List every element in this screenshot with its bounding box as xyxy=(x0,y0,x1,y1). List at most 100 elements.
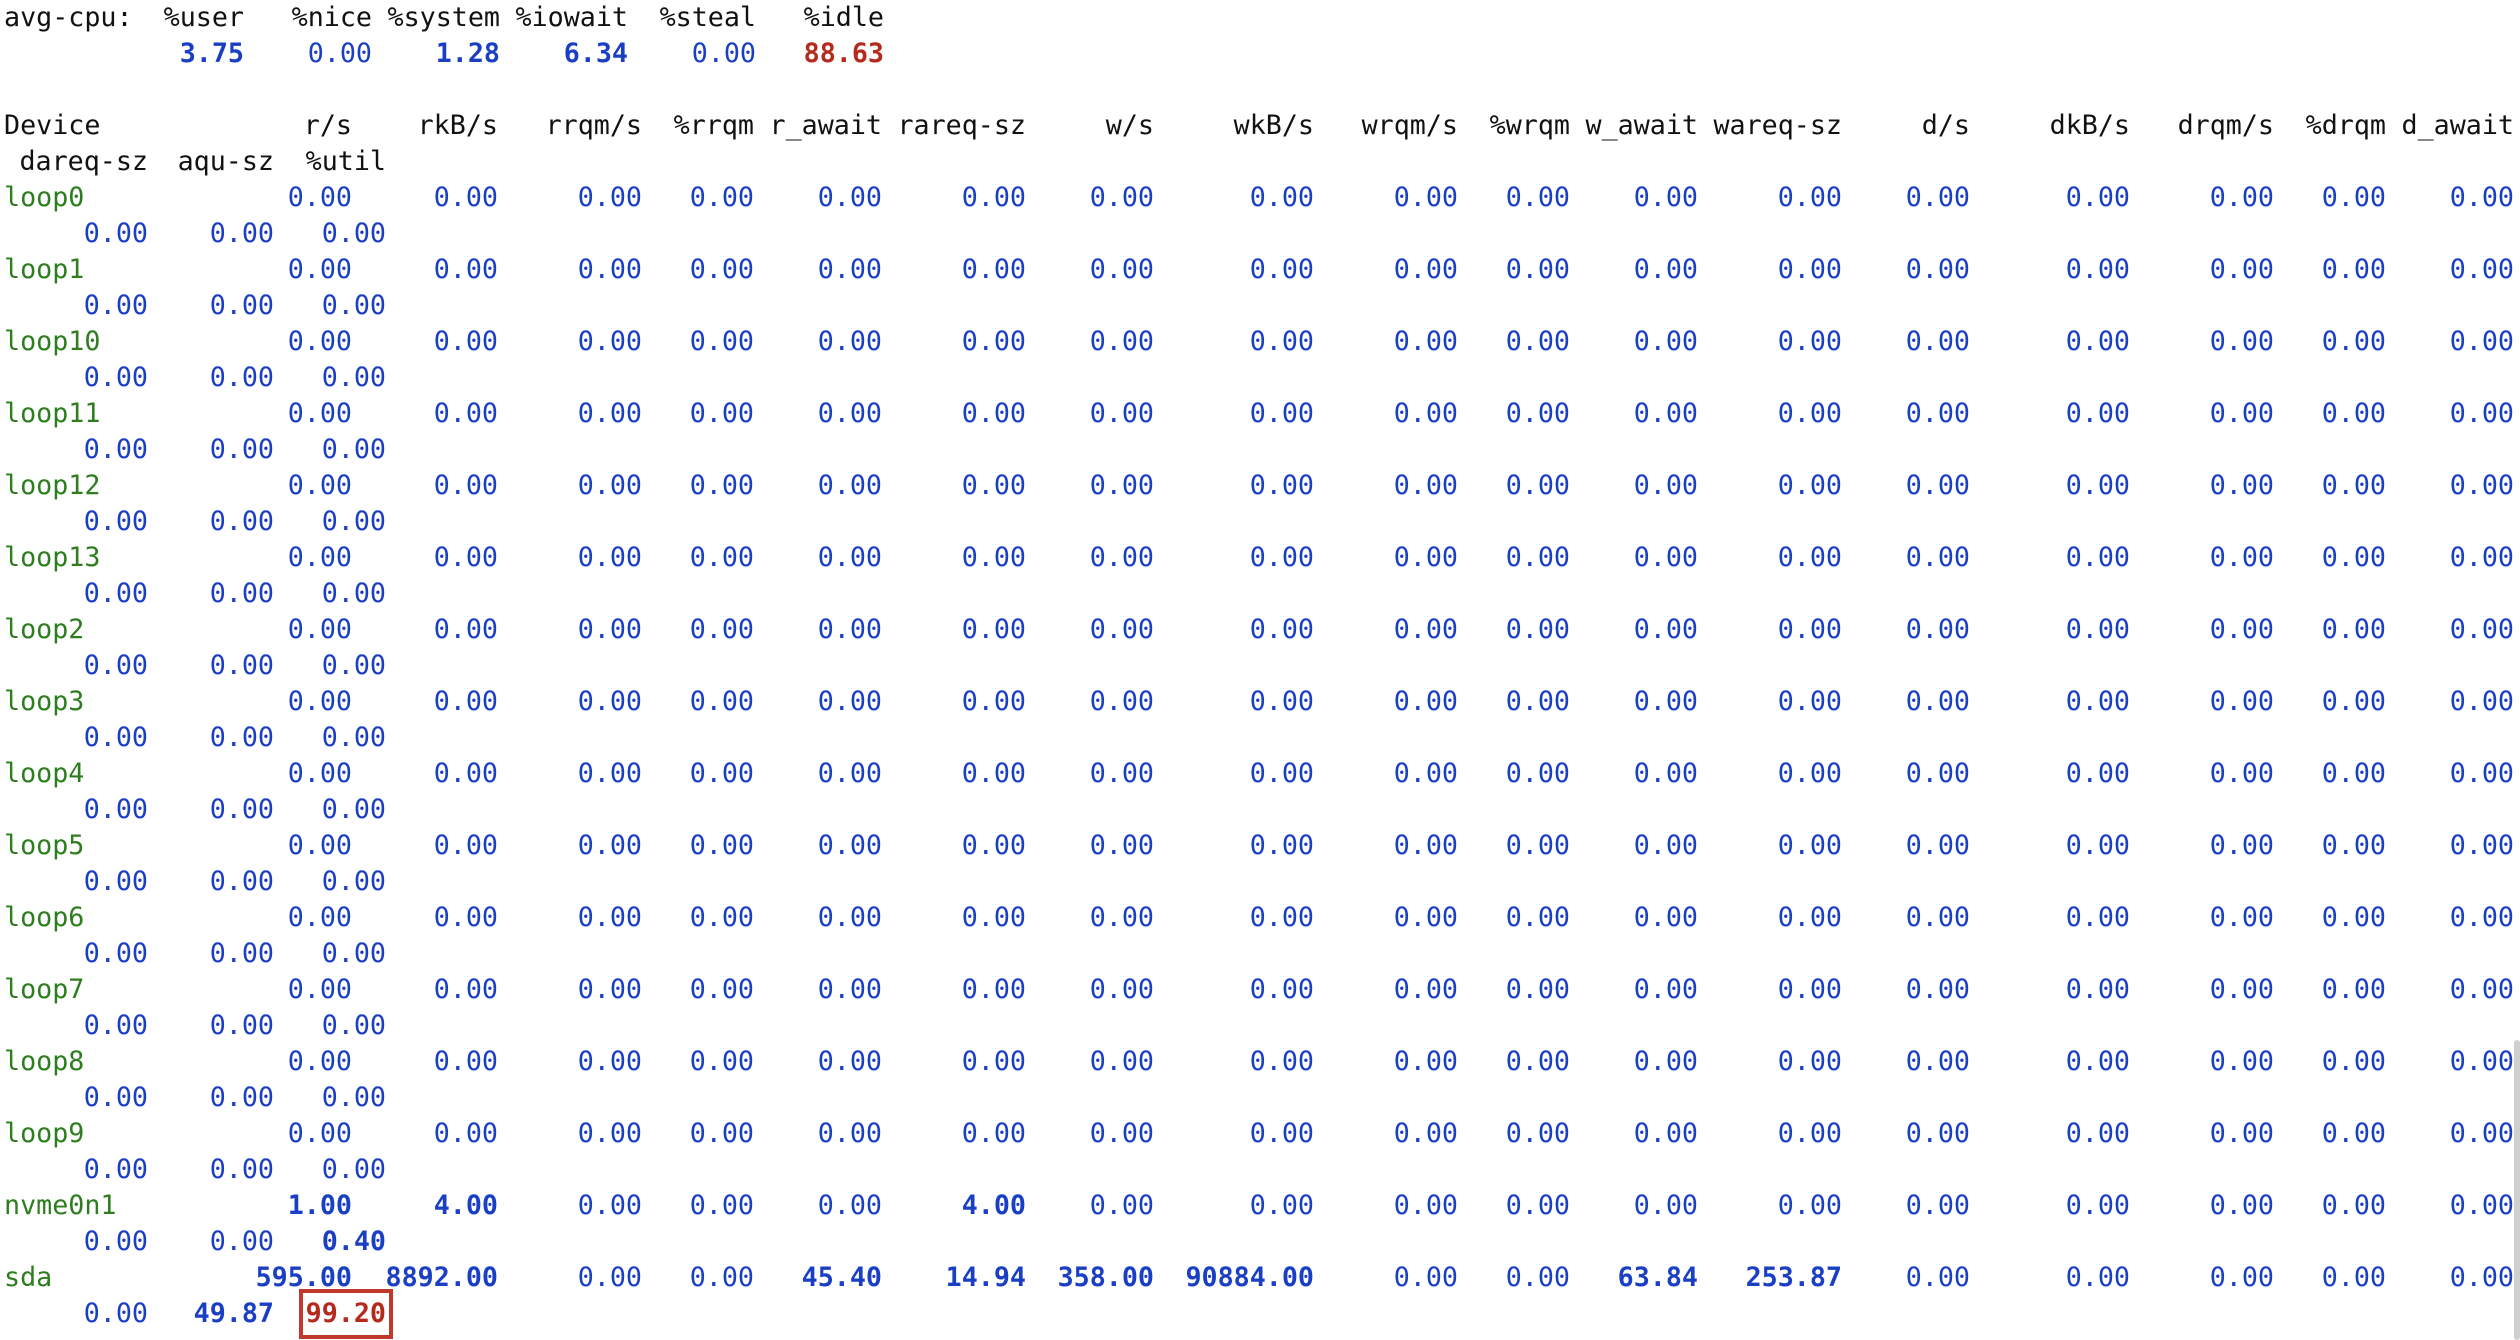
table-cell: 0.00 xyxy=(1505,1190,1570,1221)
table-row-wrapped: 0.00 49.87 99.20 xyxy=(0,1289,2520,1339)
table-cell: 0.00 xyxy=(1905,254,1970,285)
device-column-header: dareq-sz xyxy=(19,146,148,177)
table-cell: 0.00 xyxy=(817,686,882,717)
table-cell: 0.00 xyxy=(321,938,386,969)
table-cell: 0.00 xyxy=(287,398,352,429)
device-name: loop13 xyxy=(4,542,101,573)
table-row-wrapped: 0.00 0.00 0.00 xyxy=(0,504,2520,540)
table-cell: 0.00 xyxy=(1905,974,1970,1005)
cpu-column-header: %idle xyxy=(803,2,884,33)
table-cell: 0.00 xyxy=(83,506,148,537)
table-cell: 0.00 xyxy=(961,1046,1026,1077)
table-cell: 0.00 xyxy=(1089,182,1154,213)
table-cell: 0.00 xyxy=(209,794,274,825)
device-name: loop4 xyxy=(4,758,85,789)
table-cell: 0.00 xyxy=(2449,470,2514,501)
table-cell: 0.00 xyxy=(1249,1118,1314,1149)
table-cell: 0.00 xyxy=(1089,1190,1154,1221)
table-cell: 0.00 xyxy=(209,506,274,537)
table-cell: 0.00 xyxy=(2449,830,2514,861)
table-cell: 0.00 xyxy=(1777,614,1842,645)
device-column-header: %drqm xyxy=(2305,110,2386,141)
table-cell: 0.00 xyxy=(817,614,882,645)
table-row-wrapped: 0.00 0.00 0.00 xyxy=(0,1008,2520,1044)
table-cell: 0.00 xyxy=(2321,182,2386,213)
table-row: loop3 0.00 0.00 0.00 0.00 0.00 0.00 0.00 0.00 0.0… xyxy=(0,684,2520,720)
table-cell: 0.00 xyxy=(2449,542,2514,573)
table-cell: 0.00 xyxy=(2065,758,2130,789)
table-cell: 0.00 xyxy=(2321,830,2386,861)
device-name: loop12 xyxy=(4,470,101,501)
table-cell: 0.00 xyxy=(433,902,498,933)
table-cell: 0.00 xyxy=(83,362,148,393)
table-cell: 0.00 xyxy=(2449,758,2514,789)
table-row: loop11 0.00 0.00 0.00 0.00 0.00 0.00 0.00 0.00 0.… xyxy=(0,396,2520,432)
table-cell: 0.00 xyxy=(577,758,642,789)
table-cell: 0.00 xyxy=(1393,1190,1458,1221)
table-cell: 0.00 xyxy=(2449,974,2514,1005)
table-row-wrapped: 0.00 0.00 0.00 xyxy=(0,1152,2520,1188)
table-cell: 0.00 xyxy=(2209,686,2274,717)
table-cell: 0.00 xyxy=(83,1298,148,1329)
table-cell: 0.00 xyxy=(2209,398,2274,429)
table-cell: 0.00 xyxy=(577,1190,642,1221)
table-cell: 0.00 xyxy=(1393,326,1458,357)
table-cell: 0.00 xyxy=(2209,182,2274,213)
table-cell: 0.00 xyxy=(1089,470,1154,501)
table-row: loop0 0.00 0.00 0.00 0.00 0.00 0.00 0.00 0.00 0.0… xyxy=(0,180,2520,216)
table-row-wrapped: 0.00 0.00 0.00 xyxy=(0,432,2520,468)
table-cell: 0.00 xyxy=(433,182,498,213)
table-cell: 0.00 xyxy=(2449,1046,2514,1077)
table-cell: 0.00 xyxy=(1089,758,1154,789)
table-cell: 0.00 xyxy=(287,542,352,573)
table-cell: 0.00 xyxy=(2209,758,2274,789)
table-cell: 0.00 xyxy=(1089,974,1154,1005)
table-cell: 0.00 xyxy=(817,182,882,213)
cpu-column-header: %steal xyxy=(659,2,756,33)
table-cell: 0.00 xyxy=(287,470,352,501)
table-row: loop8 0.00 0.00 0.00 0.00 0.00 0.00 0.00 0.00 0.0… xyxy=(0,1044,2520,1080)
cpu-header-row: avg-cpu: %user %nice %system %iowait %steal %i… xyxy=(0,0,2520,36)
table-cell: 0.00 xyxy=(2321,902,2386,933)
device-name: loop10 xyxy=(4,326,101,357)
table-cell: 0.00 xyxy=(2209,902,2274,933)
table-cell: 0.00 xyxy=(2209,470,2274,501)
table-cell: 0.00 xyxy=(209,434,274,465)
table-cell: 0.00 xyxy=(689,182,754,213)
table-cell: 0.00 xyxy=(1393,398,1458,429)
table-cell: 0.00 xyxy=(287,182,352,213)
table-cell: 0.00 xyxy=(2065,1118,2130,1149)
table-cell: 0.00 xyxy=(1089,686,1154,717)
table-cell: 0.00 xyxy=(2209,614,2274,645)
device-column-header: r_await xyxy=(769,110,882,141)
table-cell: 0.00 xyxy=(689,830,754,861)
table-cell: 0.00 xyxy=(1777,398,1842,429)
device-column-header: %wrqm xyxy=(1489,110,1570,141)
table-cell: 0.00 xyxy=(321,1154,386,1185)
table-cell: 0.00 xyxy=(2065,254,2130,285)
table-cell: 0.00 xyxy=(2209,830,2274,861)
table-cell: 0.00 xyxy=(1505,614,1570,645)
device-name: loop2 xyxy=(4,614,85,645)
table-cell: 0.00 xyxy=(2065,470,2130,501)
scrollbar-thumb[interactable] xyxy=(2514,1040,2520,1340)
table-cell: 8892.00 xyxy=(385,1262,498,1293)
table-row: loop9 0.00 0.00 0.00 0.00 0.00 0.00 0.00 0.00 0.0… xyxy=(0,1116,2520,1152)
table-cell: 0.00 xyxy=(1393,182,1458,213)
table-cell: 0.00 xyxy=(1393,830,1458,861)
table-cell: 0.00 xyxy=(2209,254,2274,285)
table-cell: 0.00 xyxy=(209,938,274,969)
table-cell: 0.00 xyxy=(961,614,1026,645)
table-cell: 0.00 xyxy=(83,938,148,969)
table-cell: 0.00 xyxy=(1905,830,1970,861)
cpu-value: 1.28 xyxy=(435,38,500,69)
table-row-wrapped: 0.00 0.00 0.00 xyxy=(0,288,2520,324)
table-cell: 0.00 xyxy=(1505,1118,1570,1149)
table-row: loop2 0.00 0.00 0.00 0.00 0.00 0.00 0.00 0.00 0.0… xyxy=(0,612,2520,648)
table-cell: 45.40 xyxy=(801,1262,882,1293)
table-cell: 0.00 xyxy=(83,1082,148,1113)
table-cell: 0.00 xyxy=(83,1154,148,1185)
table-cell: 0.00 xyxy=(689,758,754,789)
table-cell: 0.00 xyxy=(2065,614,2130,645)
table-cell: 0.00 xyxy=(577,830,642,861)
